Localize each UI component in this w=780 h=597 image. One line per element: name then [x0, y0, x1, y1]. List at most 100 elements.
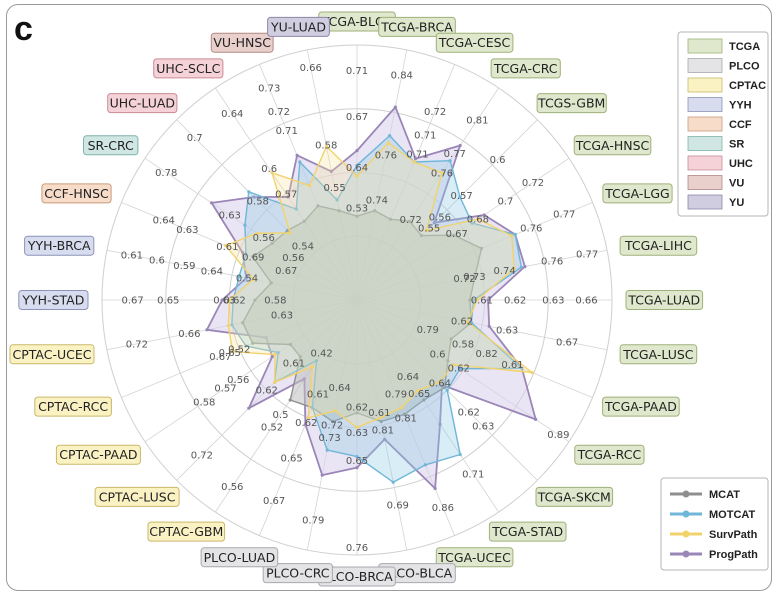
value-label: 0.56	[227, 375, 249, 386]
category-label: TCGA-LGG	[604, 186, 669, 201]
value-label: 0.72	[522, 178, 544, 189]
series-progpath-point	[320, 473, 324, 477]
value-label: 0.79	[385, 390, 407, 401]
method-marker-progpath	[682, 550, 690, 558]
category-box	[147, 521, 226, 542]
category-label: UHC-SCLC	[156, 61, 220, 76]
category-uhc-luad: UHC-LUAD	[107, 93, 178, 114]
series-progpath-point	[286, 195, 290, 199]
category-tcgs-gbm: TCGS-GBM	[536, 93, 607, 114]
value-label: 0.67	[556, 337, 578, 348]
series-mcat-point	[251, 255, 255, 259]
value-label: 0.68	[467, 215, 489, 226]
series-motcat-point	[458, 367, 462, 371]
series-mcat-point	[251, 341, 255, 345]
value-label: 0.63	[219, 211, 241, 222]
category-label: PLCO-LUAD	[204, 550, 276, 565]
value-label: 0.72	[424, 107, 446, 118]
category-yu-luad: YU-LUAD	[267, 16, 330, 37]
category-label: SR-CRC	[88, 138, 134, 153]
category-label: TCGA-BLCA	[321, 14, 393, 29]
value-label: 0.63	[542, 296, 564, 307]
series-motcat-point	[445, 388, 449, 392]
category-box	[41, 183, 112, 204]
value-label: 0.58	[247, 196, 269, 207]
category-uhc-sclc: UHC-SCLC	[153, 58, 224, 79]
category-box	[55, 444, 141, 465]
series-motcat-point	[298, 160, 302, 164]
series-motcat-point	[448, 159, 452, 163]
value-label: 0.62	[223, 296, 245, 307]
radar-series	[205, 105, 538, 491]
series-mcat-point	[408, 219, 412, 223]
value-label: 0.42	[310, 349, 332, 360]
category-tcga-crc: TCGA-CRC	[490, 58, 561, 79]
series-motcat-point	[244, 252, 248, 256]
value-label: 0.64	[328, 383, 350, 394]
value-label: 0.5	[273, 410, 289, 421]
series-survpath-point	[288, 231, 292, 235]
series-survpath-point	[416, 389, 420, 393]
value-label: 0.62	[448, 364, 470, 375]
series-survpath-point	[224, 244, 228, 248]
series-motcat-point	[294, 207, 298, 211]
series-progpath-point	[355, 466, 359, 470]
value-label: 0.63	[213, 296, 235, 307]
category-label: TCGS-GBM	[537, 96, 605, 111]
series-mcat-point	[269, 281, 273, 285]
value-label: 0.67	[263, 496, 285, 507]
series-motcat-point	[513, 232, 517, 237]
series-motcat-point	[391, 480, 395, 484]
value-label: 0.56	[429, 213, 451, 224]
category-cptac-gbm: CPTAC-GBM	[147, 521, 226, 542]
category-box	[267, 16, 330, 37]
value-label: 0.77	[553, 210, 575, 221]
series-progpath-point	[355, 149, 359, 153]
method-legend-label: SurvPath	[709, 529, 758, 541]
method-marker-mcat	[682, 490, 690, 498]
category-yyh-brca: YYH-BRCA	[24, 235, 95, 256]
cohort-legend-label: SR	[729, 139, 744, 151]
category-box	[9, 344, 95, 365]
series-mcat-point	[419, 234, 423, 238]
series-progpath-point	[487, 324, 491, 328]
category-box	[153, 58, 224, 79]
value-label: 0.61	[307, 390, 329, 401]
value-label: 0.57	[214, 383, 236, 394]
value-label: 0.6	[149, 256, 165, 267]
series-mcat-point	[270, 241, 274, 245]
series-mcat-point	[355, 214, 359, 218]
series-motcat-point	[355, 163, 359, 167]
series-survpath-point	[400, 406, 404, 410]
category-cptac-ucec: CPTAC-UCEC	[9, 344, 95, 365]
method-legend: MCAT MOTCAT SurvPath ProgPath	[660, 477, 769, 571]
value-label: 0.62	[295, 418, 317, 429]
category-label: YU-LUAD	[270, 19, 326, 34]
series-progpath-point	[241, 251, 245, 255]
series-progpath-point	[247, 406, 251, 410]
series-survpath-point	[386, 141, 390, 145]
category-tcga-skcm: TCGA-SKCM	[535, 486, 614, 507]
category-label: TCGA-SKCM	[537, 489, 611, 504]
series-motcat-point	[310, 406, 314, 410]
category-label: TCGA-LUSC	[622, 347, 694, 362]
value-label: 0.7	[187, 133, 203, 144]
series-progpath-point	[393, 105, 397, 109]
value-label: 0.81	[466, 115, 488, 126]
category-box	[625, 290, 704, 310]
category-tcga-lihc: TCGA-LIHC	[619, 235, 698, 256]
series-survpath-point	[230, 350, 235, 354]
value-label: 0.76	[520, 223, 542, 234]
value-label: 0.65	[408, 389, 430, 400]
value-label: 0.57	[275, 190, 297, 201]
value-label: 0.64	[221, 109, 243, 120]
category-label: TCGA-BRCA	[380, 19, 453, 34]
series-mcat-point	[473, 274, 477, 279]
value-label: 0.76	[375, 150, 397, 161]
series-survpath-point	[378, 416, 383, 420]
series-survpath-point	[437, 380, 441, 384]
category-cptac-rcc: CPTAC-RCC	[34, 396, 112, 417]
series-survpath-point	[530, 370, 534, 375]
method-marker-survpath	[682, 530, 690, 538]
